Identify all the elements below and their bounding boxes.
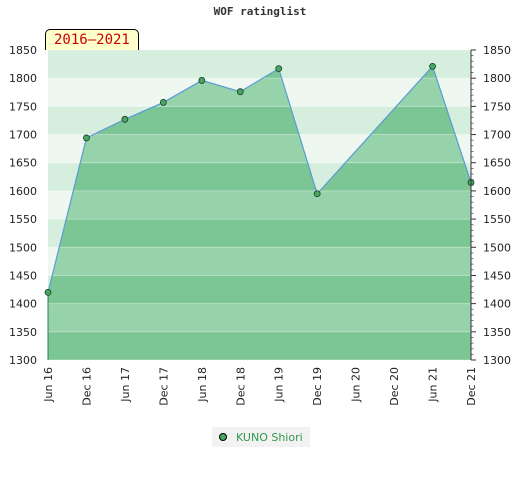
chart-title: WOF ratinglist: [213, 5, 307, 18]
y-tick-label-right: 1700: [483, 129, 511, 142]
data-point: [83, 134, 90, 142]
y-tick-label-left: 1600: [9, 185, 37, 198]
y-tick-label-right: 1550: [483, 213, 511, 226]
period-badge: 2016–2021: [45, 29, 139, 50]
area-band: [48, 219, 471, 248]
data-point: [121, 115, 129, 123]
x-tick-label: Dec 19: [311, 367, 324, 406]
area-band: [48, 303, 471, 332]
legend[interactable]: KUNO Shiori: [212, 427, 310, 447]
y-tick-label-left: 1500: [9, 241, 37, 254]
area-band: [48, 331, 471, 360]
y-tick-label-right: 1650: [483, 157, 511, 170]
y-tick-label-right: 1600: [483, 185, 511, 198]
data-point: [44, 288, 52, 296]
y-tick-label-left: 1650: [9, 157, 37, 170]
y-tick-label-left: 1700: [9, 129, 37, 142]
area-band: [48, 275, 471, 304]
data-point: [236, 88, 244, 96]
x-tick-label: Jun 20: [350, 367, 363, 403]
x-tick-label: Jun 17: [119, 367, 132, 403]
y-tick-label-left: 1750: [9, 100, 37, 113]
x-tick-label: Dec 17: [157, 367, 170, 406]
y-tick-label-left: 1850: [9, 44, 37, 57]
data-point: [429, 62, 436, 70]
y-tick-label-right: 1750: [483, 100, 511, 113]
y-tick-label-left: 1350: [9, 326, 37, 339]
y-tick-label-right: 1400: [483, 298, 511, 311]
plot-band: [48, 50, 471, 79]
x-tick-label: Dec 20: [388, 367, 401, 406]
y-tick-label-right: 1450: [483, 269, 511, 282]
y-tick-label-left: 1450: [9, 269, 37, 282]
y-tick-label-left: 1300: [9, 354, 37, 367]
y-tick-label-right: 1350: [483, 326, 511, 339]
x-tick-label: Dec 21: [465, 367, 478, 406]
series-line: [47, 65, 472, 293]
legend-label: KUNO Shiori: [236, 430, 303, 444]
data-point: [275, 65, 283, 72]
y-tick-label-right: 1500: [483, 241, 511, 254]
x-tick-label: Dec 18: [234, 367, 247, 406]
x-tick-label: Jun 18: [196, 367, 209, 403]
y-tick-label-left: 1550: [9, 213, 37, 226]
legend-marker: [219, 433, 227, 441]
y-tick-label-right: 1800: [483, 72, 511, 85]
area-band: [48, 134, 471, 163]
y-tick-label-left: 1800: [9, 72, 37, 85]
y-tick-label-right: 1850: [483, 44, 511, 57]
data-point: [313, 190, 321, 198]
area-band: [48, 190, 471, 220]
x-tick-label: Jun 19: [273, 367, 286, 403]
y-tick-label-right: 1300: [483, 354, 511, 367]
data-point: [198, 77, 206, 84]
y-tick-label-left: 1400: [9, 298, 37, 311]
area-band: [48, 247, 471, 276]
x-tick-label: Dec 16: [80, 367, 93, 406]
area-band: [48, 162, 471, 191]
data-point: [159, 99, 167, 106]
x-tick-label: Jun 21: [427, 367, 440, 403]
x-tick-label: Jun 16: [42, 367, 55, 403]
